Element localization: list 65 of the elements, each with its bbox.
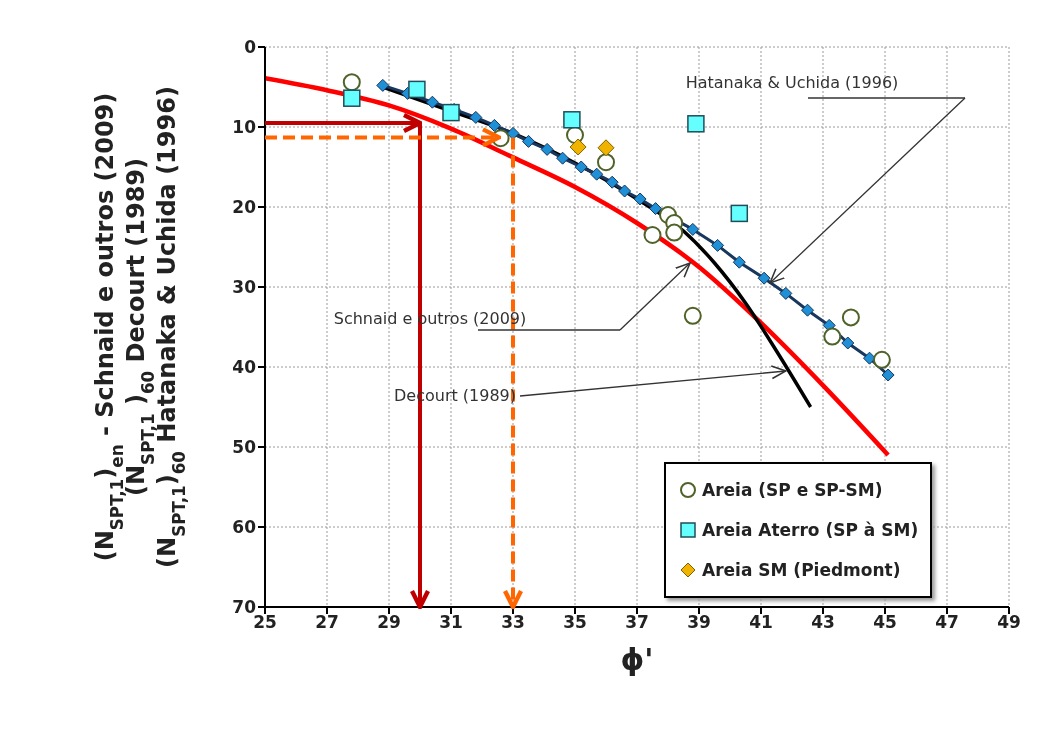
point	[665, 223, 684, 242]
point	[687, 115, 705, 133]
x-tick-label: 31	[439, 612, 463, 633]
point	[574, 160, 588, 174]
point	[730, 204, 749, 223]
point	[863, 351, 876, 365]
point	[686, 222, 700, 236]
point	[633, 192, 647, 206]
point	[779, 286, 793, 300]
x-axis-title: ϕ'	[620, 642, 654, 678]
y-tick-label: 30	[232, 277, 257, 298]
point	[618, 184, 632, 198]
point	[711, 238, 725, 252]
y-tick-label: 0	[244, 37, 257, 58]
point	[732, 255, 746, 269]
x-tick-label: 33	[501, 612, 525, 633]
annotation: Hatanaka & Uchida (1996)	[685, 73, 899, 92]
legend-label: Areia (SP e SP-SM)	[702, 480, 883, 500]
point	[881, 368, 895, 382]
y-tick-label: 20	[232, 197, 257, 218]
x-tick-label: 27	[315, 612, 339, 633]
x-tick-label: 41	[749, 612, 773, 633]
y-tick-label: 40	[232, 357, 257, 378]
point	[556, 151, 570, 165]
x-tick-label: 45	[873, 612, 897, 633]
point	[872, 350, 891, 369]
y-tick-label: 50	[232, 437, 257, 458]
point	[823, 327, 842, 346]
point	[569, 138, 587, 156]
legend-label: Areia SM (Piedmont)	[702, 560, 901, 580]
y-tick-label: 10	[232, 117, 257, 138]
point	[442, 103, 460, 122]
x-tick-label: 49	[997, 612, 1021, 633]
point	[597, 139, 615, 157]
point	[522, 134, 535, 148]
legend-label: Areia Aterro (SP à SM)	[702, 520, 919, 540]
point	[408, 80, 426, 99]
point	[841, 308, 860, 327]
point	[801, 303, 814, 317]
point	[563, 111, 581, 129]
point	[590, 167, 604, 181]
point	[841, 336, 855, 350]
point	[425, 95, 439, 109]
point	[487, 118, 501, 132]
point	[757, 271, 771, 285]
point	[376, 78, 390, 92]
point	[822, 318, 836, 332]
x-tick-label: 47	[935, 612, 959, 633]
point	[649, 202, 663, 216]
point	[605, 175, 619, 189]
point	[643, 226, 662, 244]
y-tick-label: 60	[232, 517, 257, 538]
x-tick-label: 29	[377, 612, 401, 633]
point	[469, 110, 483, 124]
x-tick-label: 43	[811, 612, 835, 633]
point	[540, 142, 554, 156]
x-tick-label: 25	[253, 612, 277, 633]
point	[683, 306, 702, 325]
point	[597, 153, 615, 172]
x-tick-label: 35	[563, 612, 587, 633]
point	[506, 126, 520, 140]
point	[343, 89, 361, 107]
x-tick-label: 37	[625, 612, 649, 633]
x-tick-label: 39	[687, 612, 711, 633]
point	[342, 73, 361, 92]
